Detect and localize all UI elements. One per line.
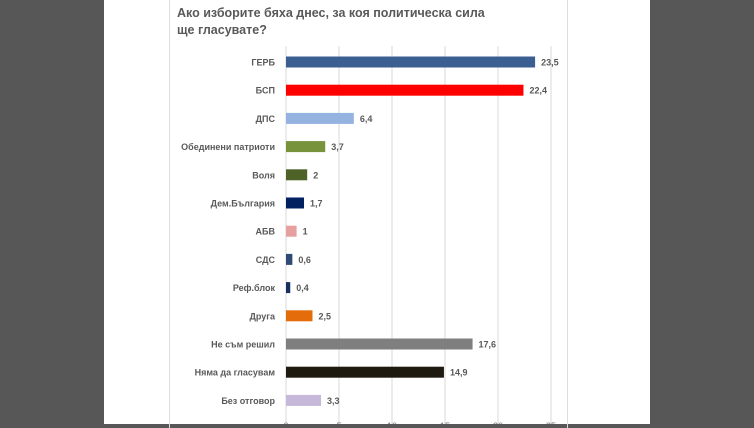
data-label: 0,6 bbox=[298, 255, 311, 265]
bar bbox=[286, 394, 321, 406]
data-label: 6,4 bbox=[360, 114, 373, 124]
data-label: 23,5 bbox=[541, 58, 559, 68]
chart-frame bbox=[169, 0, 568, 428]
category-label: Друга bbox=[249, 311, 276, 321]
data-label: 3,3 bbox=[327, 396, 340, 406]
bar bbox=[286, 197, 305, 209]
bar bbox=[286, 84, 524, 96]
data-label: 17,6 bbox=[479, 340, 497, 350]
data-label: 2 bbox=[313, 170, 318, 180]
category-label: ГЕРБ bbox=[251, 58, 275, 68]
category-label: Дем.България bbox=[211, 199, 275, 209]
x-tick-label: 0 bbox=[283, 421, 288, 424]
category-label: СДС bbox=[256, 255, 276, 265]
bar bbox=[286, 56, 536, 68]
bar bbox=[286, 112, 354, 124]
category-label: Няма да гласувам bbox=[195, 368, 276, 378]
bar bbox=[286, 169, 308, 181]
bar bbox=[286, 141, 326, 153]
data-label: 2,5 bbox=[319, 311, 332, 321]
bar bbox=[286, 282, 291, 294]
category-label: Без отговор bbox=[221, 396, 275, 406]
bar bbox=[286, 366, 444, 378]
x-tick-label: 25 bbox=[546, 421, 556, 424]
category-label: Воля bbox=[252, 170, 275, 180]
chart-title: Ако изборите бяха днес, за коя политичес… bbox=[177, 6, 485, 37]
data-label: 1,7 bbox=[310, 199, 323, 209]
bar bbox=[286, 338, 473, 350]
bar bbox=[286, 225, 297, 237]
category-label: АБВ bbox=[256, 227, 276, 237]
image-panel bbox=[104, 0, 650, 424]
bar bbox=[286, 253, 293, 265]
category-label: Реф.блок bbox=[233, 283, 276, 293]
category-label: БСП bbox=[256, 86, 275, 96]
data-label: 14,9 bbox=[450, 368, 468, 378]
x-tick-label: 15 bbox=[440, 421, 450, 424]
data-label: 22,4 bbox=[529, 86, 547, 96]
data-label: 0,4 bbox=[296, 283, 309, 293]
bar bbox=[286, 310, 313, 322]
data-label: 3,7 bbox=[331, 142, 344, 152]
category-label: ДПС bbox=[256, 114, 276, 124]
category-label: Обединени патриоти bbox=[181, 142, 275, 152]
category-label: Не съм решил bbox=[211, 340, 275, 350]
x-tick-label: 20 bbox=[493, 421, 503, 424]
x-tick-label: 5 bbox=[336, 421, 341, 424]
x-tick-label: 10 bbox=[387, 421, 397, 424]
data-label: 1 bbox=[303, 227, 308, 237]
